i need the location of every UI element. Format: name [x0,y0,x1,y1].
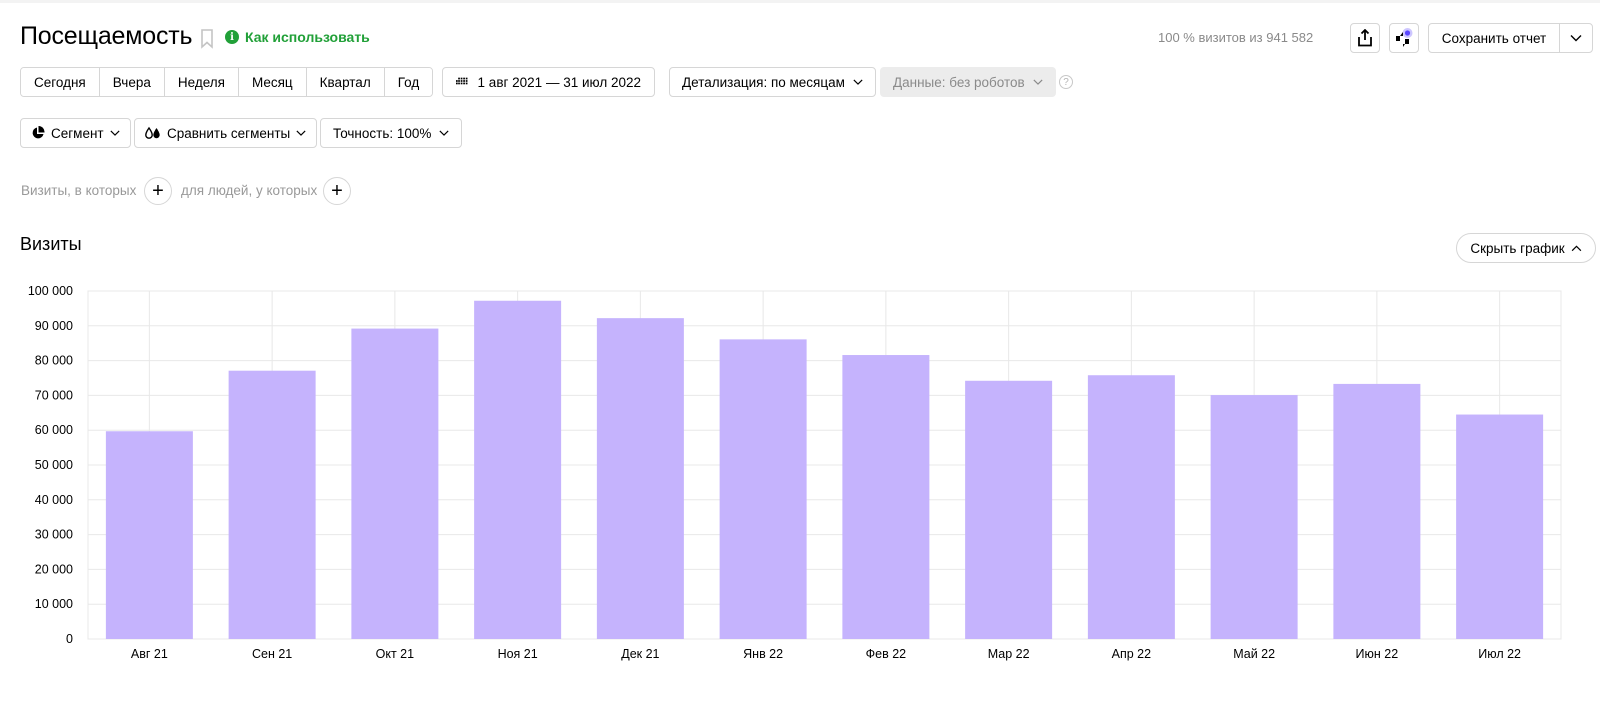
thumbs-icon [1396,28,1413,47]
accuracy-dropdown[interactable]: Точность: 100% [320,118,463,148]
x-tick-label: Апр 22 [1112,647,1151,661]
accuracy-label: Точность: 100% [333,125,432,141]
period-selector: Сегодня Вчера Неделя Месяц Квартал Год [20,67,434,97]
plus-icon: + [152,180,164,202]
chevron-up-icon [1571,244,1581,251]
plot-border [87,290,1562,640]
segment-dropdown[interactable]: Сегмент [20,118,131,148]
bookmark-icon[interactable] [200,29,214,49]
visits-filter-label: Визиты, в которых [21,183,137,198]
y-tick-label: 70 000 [35,388,73,402]
bar [474,300,562,639]
top-border [0,0,1600,3]
bar [965,380,1053,639]
x-tick-label: Мар 22 [988,647,1030,661]
x-tick-label: Май 22 [1233,647,1275,661]
add-people-condition-button[interactable]: + [323,177,351,205]
bar [842,355,930,639]
period-week[interactable]: Неделя [164,68,239,96]
y-tick-label: 40 000 [35,493,73,507]
chevron-down-icon [296,130,306,136]
compare-segments-dropdown[interactable]: Сравнить сегменты [134,118,318,148]
how-to-use-link[interactable]: i Как использовать [225,29,370,45]
chevron-down-icon [853,79,863,85]
chevron-down-icon [110,130,120,136]
y-tick-label: 60 000 [35,423,73,437]
x-tick-label: Дек 21 [621,647,659,661]
bar [105,431,193,639]
segment-label: Сегмент [51,125,104,141]
compare-drops-icon [145,126,160,139]
detail-dropdown[interactable]: Детализация: по месяцам [669,67,876,97]
y-tick-label: 80 000 [35,354,73,368]
chevron-down-icon [1570,35,1582,42]
data-filter-dropdown[interactable]: Данные: без роботов [880,67,1056,97]
y-tick-label: 20 000 [35,562,73,576]
visits-bar-chart: 0 10 000 20 000 30 000 40 000 50 000 60 000 70 … [28,284,1562,661]
bar [228,370,316,639]
hide-chart-button[interactable]: Скрыть график [1456,233,1596,263]
chart-title: Визиты [20,234,82,254]
date-range-button[interactable]: 1 авг 2021 — 31 июл 2022 [442,67,655,97]
x-tick-label: Янв 22 [743,647,783,661]
feedback-button[interactable] [1389,23,1419,53]
y-tick-label: 0 [66,632,73,646]
visits-sampling-info: 100 % визитов из 941 582 [1158,30,1314,45]
period-month[interactable]: Месяц [238,68,307,96]
x-tick-label: Июл 22 [1478,647,1521,661]
compare-segments-label: Сравнить сегменты [167,125,291,141]
add-visit-condition-button[interactable]: + [144,177,172,205]
detail-label: Детализация: по месяцам [682,74,845,90]
help-icon[interactable]: ? [1059,75,1073,89]
save-options-dropdown[interactable] [1560,24,1592,52]
y-tick-label: 100 000 [28,284,73,298]
pie-chart-icon [32,126,45,139]
plus-icon: + [331,180,343,202]
x-tick-label: Ноя 21 [498,647,538,661]
bar [596,318,684,639]
period-today[interactable]: Сегодня [21,68,100,96]
save-report-button[interactable]: Сохранить отчет [1428,23,1593,53]
period-yesterday[interactable]: Вчера [99,68,165,96]
how-to-use-label: Как использовать [245,29,370,45]
chevron-down-icon [1033,79,1043,85]
chevron-down-icon [439,130,449,136]
page-title: Посещаемость [20,22,193,50]
data-filter-label: Данные: без роботов [893,74,1025,90]
y-tick-label: 50 000 [35,458,73,472]
bar [1456,414,1544,639]
share-icon [1358,29,1372,47]
y-tick-label: 10 000 [35,597,73,611]
period-year[interactable]: Год [384,68,433,96]
x-tick-label: Фев 22 [866,647,907,661]
bar [719,339,807,639]
x-tick-label: Окт 21 [376,647,414,661]
bar [1087,375,1175,639]
x-tick-label: Сен 21 [252,647,292,661]
export-button[interactable] [1350,23,1380,53]
y-tick-label: 30 000 [35,528,73,542]
x-tick-label: Июн 22 [1356,647,1399,661]
period-quarter[interactable]: Квартал [306,68,385,96]
info-icon: i [225,30,239,44]
save-report-label[interactable]: Сохранить отчет [1429,24,1560,52]
date-range-label: 1 авг 2021 — 31 июл 2022 [477,74,641,90]
hide-chart-label: Скрыть график [1470,240,1565,256]
x-tick-label: Авг 21 [131,647,168,661]
bar [351,328,439,639]
people-filter-label: для людей, у которых [181,183,318,198]
bar [1333,383,1421,639]
y-tick-label: 90 000 [35,319,73,333]
bar [1210,395,1298,639]
calendar-grid-icon [456,77,468,85]
